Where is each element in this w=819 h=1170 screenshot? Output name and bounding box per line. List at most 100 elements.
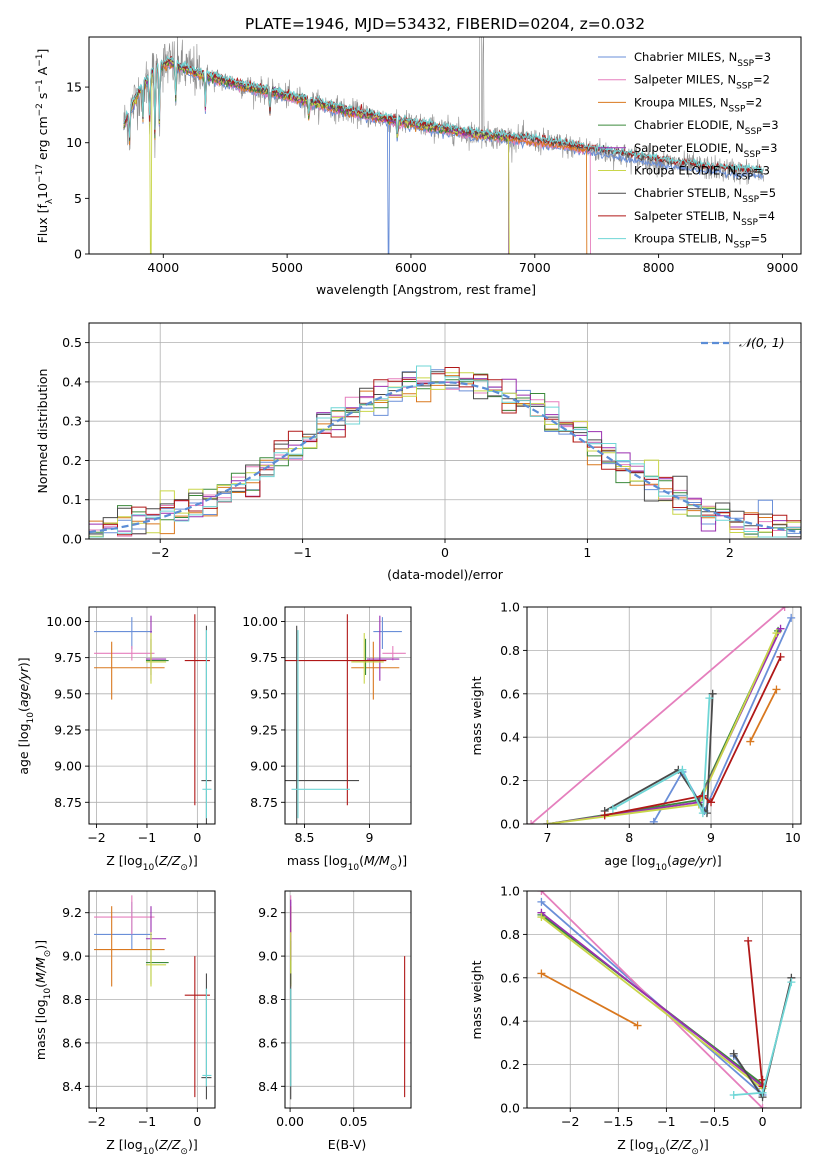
label-part: age/yr [16, 666, 31, 707]
plot-area [285, 614, 406, 824]
y-tick-label: 9.75 [250, 650, 278, 665]
x-tick-label: −1.5 [603, 1114, 633, 1129]
label-part: SSP [736, 82, 753, 92]
y-tick-label: 0.6 [500, 970, 520, 985]
label-part: SSP [734, 241, 751, 251]
label-part: SSP [744, 150, 761, 160]
x-axis-label: Z [log10(Z/Z⊙)] [106, 1137, 197, 1157]
y-tick-label: 8.4 [258, 1079, 278, 1094]
label-part: Chabrier MILES, N [634, 50, 737, 64]
x-axis-label: Z [log10(Z/Z⊙)] [617, 1137, 708, 1157]
weight-marker [729, 1090, 738, 1099]
plot-area [94, 895, 212, 1100]
y-axis-label: mass [log10(M/M⊙)] [33, 940, 53, 1060]
model-spectrum-line [123, 55, 764, 173]
y-tick-label: 10.00 [46, 614, 82, 629]
weight-marker [649, 817, 658, 824]
label-part: ( [154, 1137, 159, 1152]
label-part: Z [log [106, 1137, 142, 1152]
x-tick-label: 8.5 [295, 830, 315, 845]
x-tick-label: −1 [657, 1114, 675, 1129]
label-part: Z [log [617, 1137, 653, 1152]
plot-area [94, 614, 212, 824]
x-axis-label: Z [log10(Z/Z⊙)] [106, 853, 197, 873]
label-part: )] [699, 1137, 709, 1152]
label-part: ⊙ [180, 1147, 188, 1157]
label-part: =4 [758, 209, 775, 223]
weight-marker [705, 694, 714, 703]
y-tick-label: 0.0 [500, 1101, 520, 1116]
chart-weight_vs_Z: −2 −1.5 −1 −0.5 0 0.0 0.2 0.4 0.6 0.8 1.0 Z [log10(… [469, 884, 802, 1157]
label-part: SSP [736, 173, 753, 183]
label-part: )] [16, 657, 31, 667]
label-part: Kroupa MILES, N [634, 95, 729, 109]
x-tick-label: 7000 [519, 260, 551, 275]
label-part: age/yr [672, 853, 713, 868]
weight-line [530, 607, 786, 824]
y-tick-label: 5 [74, 191, 82, 206]
x-tick-label: 0 [441, 545, 449, 560]
label-part: SSP [741, 218, 758, 228]
legend-label: Kroupa ELODIE, NSSP=3 [634, 164, 770, 183]
weight-marker [698, 809, 707, 818]
legend-label: 𝒩(0, 1) [739, 335, 785, 350]
weight-marker [537, 913, 546, 922]
y-tick-label: 0.8 [500, 643, 520, 658]
legend-label: Chabrier ELODIE, NSSP=3 [634, 118, 779, 137]
y-tick-label: 8.8 [62, 992, 82, 1007]
label-part: mass weight [469, 676, 484, 755]
label-part: ] [35, 49, 50, 54]
weight-marker [729, 1049, 738, 1058]
label-part: ⊙ [43, 950, 53, 958]
y-tick-label: 9.50 [250, 686, 278, 701]
axes-frame [526, 890, 802, 1109]
histogram-step [89, 367, 801, 538]
label-part: )] [712, 853, 722, 868]
figure-title: PLATE=1946, MJD=53432, FIBERID=0204, z=0… [245, 15, 645, 33]
plot-area [290, 895, 406, 1100]
label-part: 10 [26, 712, 36, 724]
weight-marker [600, 811, 609, 820]
legend-label: Salpeter ELODIE, NSSP=3 [634, 141, 777, 160]
label-part: (data-model)/error [387, 567, 504, 582]
weight-line [540, 911, 764, 1088]
weight-line [547, 628, 782, 824]
axes-frame [88, 36, 802, 255]
y-tick-label: 0.2 [62, 453, 82, 468]
label-part: ( [33, 983, 48, 988]
label-part: Kroupa ELODIE, N [634, 164, 736, 178]
x-axis-label: wavelength [Angstrom, rest frame] [316, 282, 536, 297]
model-spectrum-line [123, 61, 591, 254]
label-part: )] [188, 853, 198, 868]
label-part: SSP [742, 195, 759, 205]
model-spectrum-line [123, 59, 588, 254]
label-part: Salpeter MILES, N [634, 73, 736, 87]
y-tick-label: 0.4 [500, 1014, 520, 1029]
legend-label: Kroupa MILES, NSSP=2 [634, 95, 762, 114]
y-tick-label: 8.4 [62, 1079, 82, 1094]
weight-line [540, 972, 639, 1027]
x-tick-label: 9000 [767, 260, 799, 275]
y-axis-label: mass weight [469, 960, 484, 1039]
label-part: mass weight [469, 960, 484, 1039]
label-part: −1 [35, 79, 45, 92]
model-spectrum-line [123, 58, 510, 254]
y-tick-label: 1.0 [500, 884, 520, 899]
weight-marker [758, 1104, 767, 1108]
label-part: Z/Z [158, 853, 181, 868]
y-tick-label: 8.75 [54, 795, 82, 810]
weight-line [749, 689, 778, 742]
label-part: Flux [f [35, 204, 50, 244]
legend-label: Kroupa STELIB, NSSP=5 [634, 232, 767, 251]
label-part: =5 [750, 232, 767, 246]
y-tick-label: 9.2 [258, 905, 278, 920]
label-part: mass [log [287, 853, 348, 868]
y-tick-label: 1.0 [500, 600, 520, 615]
label-part: SSP [745, 127, 762, 137]
y-tick-label: 9.75 [54, 650, 82, 665]
label-part: ( [16, 707, 31, 712]
y-tick-label: 0.4 [500, 730, 520, 745]
label-part: ( [667, 853, 672, 868]
label-part: A [35, 66, 50, 79]
